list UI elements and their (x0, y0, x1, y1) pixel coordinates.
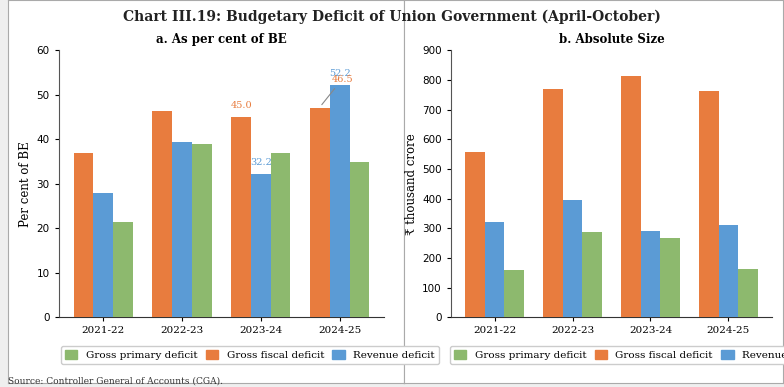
Bar (192, 144, 212, 317)
Bar (485, 221, 504, 317)
Bar (172, 142, 192, 317)
Y-axis label: Per cent of BE: Per cent of BE (20, 141, 32, 227)
Bar (310, 108, 330, 317)
Bar (563, 200, 583, 317)
Bar (739, 269, 757, 317)
Title: b. Absolute Size: b. Absolute Size (559, 33, 664, 46)
Legend: Gross primary deficit, Gross fiscal deficit, Revenue deficit: Gross primary deficit, Gross fiscal defi… (60, 346, 439, 364)
Text: 32.2: 32.2 (250, 158, 272, 167)
Bar (74, 152, 93, 317)
Title: a. As per cent of BE: a. As per cent of BE (156, 33, 287, 46)
Legend: Gross primary deficit, Gross fiscal deficit, Revenue deficit: Gross primary deficit, Gross fiscal defi… (449, 346, 784, 364)
Bar (660, 238, 680, 317)
Bar (504, 271, 524, 317)
Bar (350, 162, 369, 317)
Bar (231, 117, 251, 317)
Text: 45.0: 45.0 (230, 101, 252, 110)
Bar (93, 193, 113, 317)
Text: 46.5: 46.5 (321, 75, 353, 104)
Bar (270, 152, 291, 317)
Bar (719, 225, 739, 317)
Bar (251, 174, 270, 317)
Text: 52.2: 52.2 (329, 69, 350, 78)
Bar (330, 85, 350, 317)
Bar (113, 222, 132, 317)
Bar (466, 152, 485, 317)
Bar (583, 232, 602, 317)
Bar (641, 231, 660, 317)
Y-axis label: ₹ thousand crore: ₹ thousand crore (405, 133, 418, 235)
Bar (543, 89, 563, 317)
Bar (152, 111, 172, 317)
Bar (621, 75, 641, 317)
Bar (699, 91, 719, 317)
Text: Chart III.19: Budgetary Deficit of Union Government (April-October): Chart III.19: Budgetary Deficit of Union… (123, 10, 661, 24)
Text: Source: Controller General of Accounts (CGA).: Source: Controller General of Accounts (… (8, 376, 223, 385)
